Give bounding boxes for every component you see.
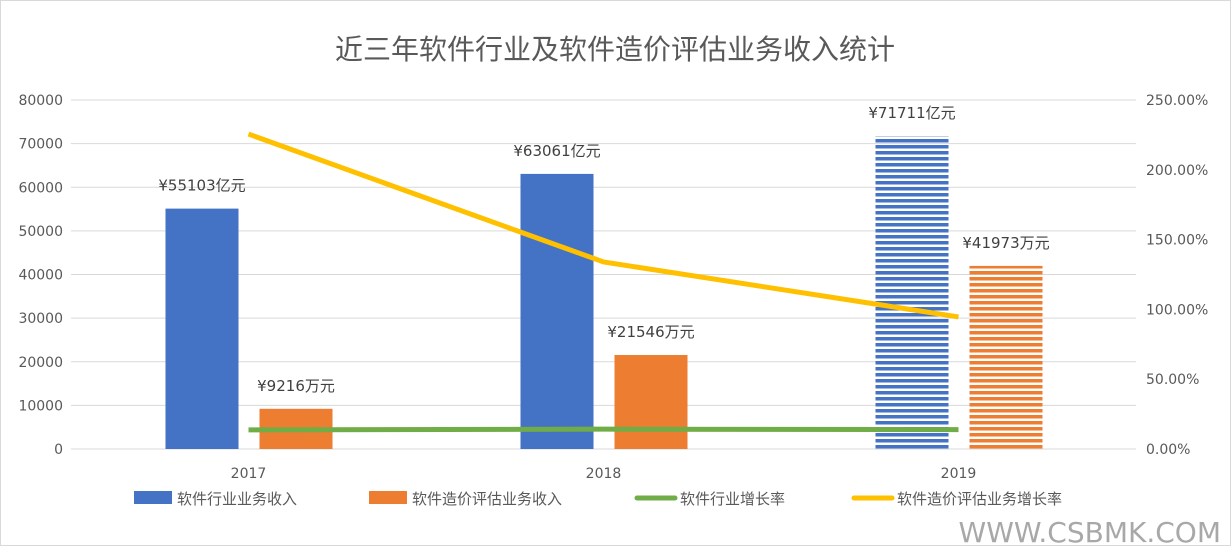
bar-valuation-revenue	[614, 355, 688, 449]
data-label: ¥41973万元	[962, 234, 1049, 252]
right-axis-tick-label: 100.00%	[1146, 302, 1208, 318]
bar-valuation-revenue	[969, 265, 1043, 449]
legend-swatch	[369, 491, 407, 504]
legend-label: 软件行业增长率	[680, 490, 785, 508]
x-axis-tick-label: 2019	[941, 466, 977, 482]
legend-item: 软件行业增长率	[634, 490, 785, 508]
left-axis-tick-label: 20000	[18, 355, 63, 371]
left-axis-tick-label: 80000	[18, 93, 63, 109]
right-axis-tick-label: 0.00%	[1146, 442, 1190, 458]
legend-label: 软件行业业务收入	[177, 490, 297, 508]
legend-label: 软件造价评估业务增长率	[897, 490, 1062, 508]
data-label: ¥9216万元	[257, 377, 335, 395]
left-axis-tick-label: 70000	[18, 137, 63, 153]
left-axis-tick-label: 50000	[18, 224, 63, 240]
data-label: ¥21546万元	[607, 323, 694, 341]
watermark: WWW.CSBMK.COM	[959, 516, 1221, 545]
bar-software-revenue	[520, 173, 594, 449]
data-label: ¥71711亿元	[868, 104, 955, 122]
right-axis-tick-label: 50.00%	[1146, 372, 1199, 388]
x-axis-tick-label: 2017	[231, 466, 267, 482]
legend-label: 软件造价评估业务收入	[412, 490, 562, 508]
left-axis-tick-label: 0	[54, 442, 63, 458]
right-axis-tick-label: 250.00%	[1146, 93, 1208, 109]
legend-item: 软件造价评估业务增长率	[851, 490, 1062, 508]
legend-swatch	[134, 491, 172, 504]
left-axis-tick-label: 60000	[18, 180, 63, 196]
left-axis-tick-label: 40000	[18, 268, 63, 284]
data-label: ¥63061亿元	[513, 142, 600, 160]
left-axis-tick-label: 30000	[18, 311, 63, 327]
data-label: ¥55103亿元	[158, 177, 245, 195]
line-valuation-growth	[247, 131, 959, 320]
right-axis-tick-label: 200.00%	[1146, 163, 1208, 179]
bar-software-revenue	[165, 208, 239, 449]
bar-software-revenue	[875, 136, 949, 449]
left-axis-tick-label: 10000	[18, 398, 63, 414]
legend-item: 软件行业业务收入	[134, 490, 297, 508]
legend-item: 软件造价评估业务收入	[369, 490, 562, 508]
x-axis-tick-label: 2018	[586, 466, 622, 482]
right-axis-tick-label: 150.00%	[1146, 233, 1208, 249]
chart-title: 近三年软件行业及软件造价评估业务收入统计	[335, 33, 895, 66]
line-software-growth	[248, 426, 959, 433]
